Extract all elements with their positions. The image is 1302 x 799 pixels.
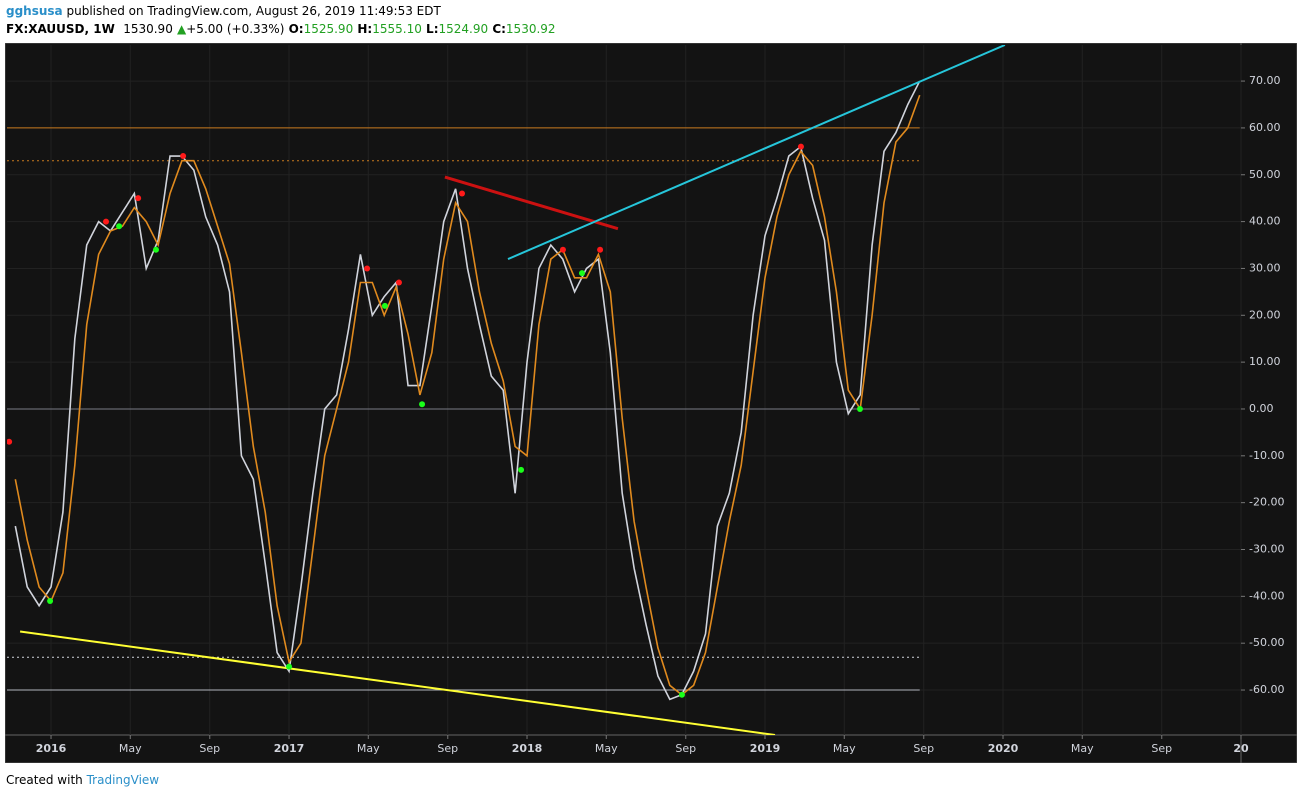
signal-dot bbox=[364, 265, 371, 272]
close-label: C: bbox=[492, 22, 506, 36]
signal-dot bbox=[135, 195, 142, 202]
price: 1530.90 bbox=[123, 22, 173, 36]
x-tick-label: 2019 bbox=[750, 742, 781, 755]
brand[interactable]: TradingView bbox=[86, 773, 160, 787]
high: 1555.10 bbox=[372, 22, 422, 36]
signal-dot bbox=[559, 246, 566, 253]
trend-line bbox=[444, 175, 619, 231]
x-tick-label: 2018 bbox=[512, 742, 543, 755]
low: 1524.90 bbox=[438, 22, 489, 36]
x-tick-label: 20 bbox=[1233, 742, 1249, 755]
y-tick-label: -50.00 bbox=[1249, 636, 1284, 649]
y-tick-label: -10.00 bbox=[1249, 449, 1284, 462]
x-tick-label: 2016 bbox=[36, 742, 67, 755]
x-tick-label: May bbox=[357, 742, 380, 755]
x-tick-label: Sep bbox=[913, 742, 934, 755]
y-tick-label: 70.00 bbox=[1249, 74, 1281, 87]
symbol: FX:XAUUSD, 1W bbox=[6, 22, 115, 36]
trend-line bbox=[19, 630, 776, 735]
signal-dot bbox=[395, 279, 402, 286]
open-label: O: bbox=[288, 22, 304, 36]
y-tick-label: 60.00 bbox=[1249, 121, 1281, 134]
author[interactable]: gghsusa bbox=[6, 4, 63, 18]
signal-dot bbox=[518, 466, 525, 473]
x-tick-label: May bbox=[1071, 742, 1094, 755]
series-line bbox=[14, 80, 921, 701]
x-tick-label: Sep bbox=[437, 742, 458, 755]
y-tick-label: -20.00 bbox=[1249, 496, 1284, 509]
y-tick-label: -30.00 bbox=[1249, 543, 1284, 556]
signal-dot bbox=[597, 246, 604, 253]
signal-dot bbox=[47, 598, 54, 605]
published: published on TradingView.com, August 26,… bbox=[66, 4, 441, 18]
footer: Created with TradingView bbox=[6, 773, 159, 787]
x-tick-label: Sep bbox=[675, 742, 696, 755]
y-tick-label: 0.00 bbox=[1249, 402, 1274, 415]
y-tick-label: 10.00 bbox=[1249, 355, 1281, 368]
series-line bbox=[14, 94, 921, 696]
signal-dot bbox=[103, 218, 110, 225]
y-tick-label: 40.00 bbox=[1249, 215, 1281, 228]
x-tick-label: 2020 bbox=[988, 742, 1019, 755]
open: 1525.90 bbox=[303, 22, 354, 36]
y-tick-label: -60.00 bbox=[1249, 683, 1284, 696]
x-tick-label: May bbox=[119, 742, 142, 755]
signal-dot bbox=[678, 691, 685, 698]
publish-line: gghsusa published on TradingView.com, Au… bbox=[6, 4, 441, 18]
x-tick-label: 2017 bbox=[274, 742, 305, 755]
y-tick-label: 50.00 bbox=[1249, 168, 1281, 181]
change: +5.00 (+0.33%) bbox=[186, 22, 285, 36]
signal-dot bbox=[286, 663, 293, 670]
ohlc-line: FX:XAUUSD, 1W 1530.90 ▲+5.00 (+0.33%) O:… bbox=[6, 22, 556, 36]
plot bbox=[7, 45, 1006, 735]
signal-dot bbox=[419, 401, 426, 408]
y-tick-label: 20.00 bbox=[1249, 308, 1281, 321]
trend-line bbox=[507, 45, 1006, 260]
x-tick-label: May bbox=[595, 742, 618, 755]
created: Created with bbox=[6, 773, 83, 787]
x-tick-label: Sep bbox=[1151, 742, 1172, 755]
signal-dot bbox=[856, 405, 863, 412]
signal-dot bbox=[578, 270, 585, 277]
signal-dot bbox=[797, 143, 804, 150]
chart: 70.00 60.00 50.00 40.00 30.00 20.00 10.00 0.00 -… bbox=[5, 43, 1297, 763]
x-tick-label: May bbox=[833, 742, 856, 755]
signal-dot bbox=[152, 246, 159, 253]
signal-dot bbox=[180, 153, 187, 160]
low-label: L: bbox=[426, 22, 439, 36]
y-tick-label: 30.00 bbox=[1249, 261, 1281, 274]
signal-dot bbox=[7, 438, 13, 445]
arrow: ▲ bbox=[177, 22, 187, 36]
x-tick-label: Sep bbox=[199, 742, 220, 755]
y-tick-label: -40.00 bbox=[1249, 589, 1284, 602]
signal-dot bbox=[459, 190, 466, 197]
high-label: H: bbox=[357, 22, 373, 36]
axes: 70.00 60.00 50.00 40.00 30.00 20.00 10.00 0.00 -… bbox=[36, 74, 1285, 755]
signal-dot bbox=[116, 223, 123, 230]
close: 1530.92 bbox=[505, 22, 556, 36]
signal-dot bbox=[381, 302, 388, 309]
